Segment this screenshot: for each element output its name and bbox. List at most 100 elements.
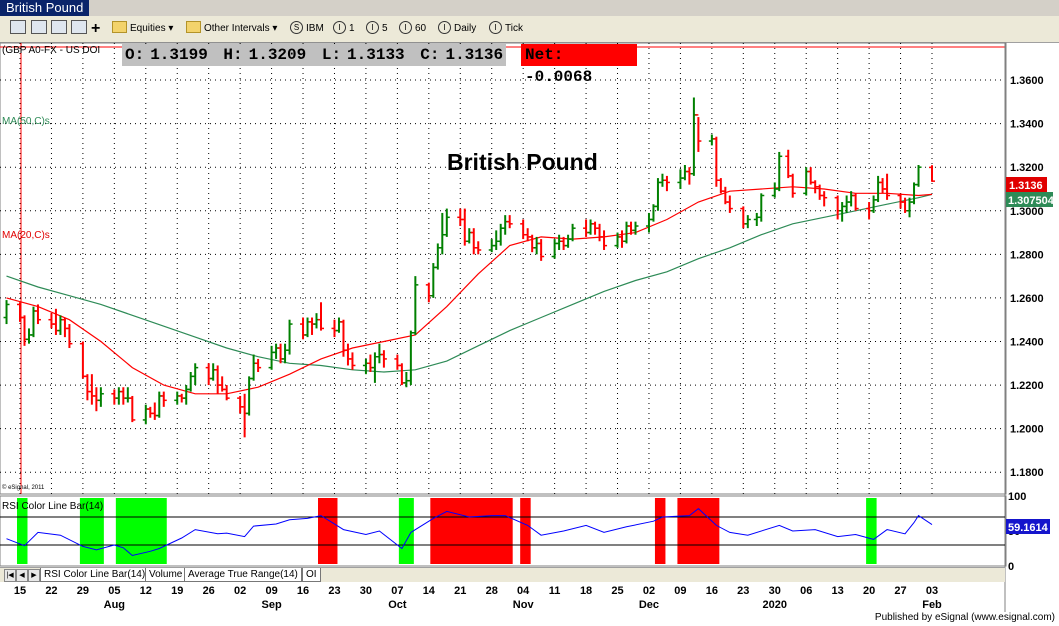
x-tick-label: 09	[674, 585, 686, 597]
layout-icon[interactable]	[31, 20, 47, 37]
x-tick-label: 23	[328, 585, 340, 597]
y-tick-label: 1.3200	[1010, 162, 1044, 174]
interval-icon: I	[438, 20, 451, 34]
x-tick-label: 05	[108, 585, 120, 597]
month-label: Sep	[261, 599, 281, 611]
ma20-label[interactable]: MA(20,C)s	[2, 230, 50, 241]
toolbar-item-label: 5	[382, 23, 388, 34]
price-pane	[0, 42, 1007, 495]
x-tick-label: 27	[894, 585, 906, 597]
first-tab-button[interactable]: |◀	[4, 569, 16, 582]
low-label: L:	[321, 46, 342, 64]
rsi-label[interactable]: RSI Color Line Bar(14)	[2, 501, 104, 512]
rsi-band	[430, 498, 513, 564]
net-value: -0.0068	[525, 68, 593, 86]
x-tick-label: 30	[360, 585, 372, 597]
folder-icon	[112, 21, 127, 34]
footer-credit: Published by eSignal (www.esignal.com)	[874, 612, 1055, 623]
window-title-bar: British Pound	[0, 0, 1059, 16]
toolbar-item-label: 60	[415, 23, 427, 34]
x-tick-label: 06	[800, 585, 812, 597]
x-tick-label: 02	[643, 585, 655, 597]
ma-value: 1.307504	[1008, 195, 1055, 207]
ohlc-bar	[66, 324, 73, 349]
tab-oi[interactable]: OI	[302, 568, 321, 582]
pane-tab-bar: |◀ ◀ ▶ RSI Color Line Bar(14) Volume Ave…	[0, 567, 1005, 582]
symbols-dropdown-label: Equities	[130, 23, 166, 34]
x-tick-label: 26	[203, 585, 215, 597]
x-tick-label: 21	[454, 585, 466, 597]
ohlc-bar	[663, 175, 670, 192]
y-tick-label: 1.2800	[1010, 249, 1044, 261]
properties-icon[interactable]	[71, 20, 87, 37]
y-tick-label: 1.2400	[1010, 336, 1044, 348]
tab-rsi[interactable]: RSI Color Line Bar(14)	[40, 568, 150, 582]
prev-tab-button[interactable]: ◀	[16, 569, 28, 582]
ohlc-bar	[3, 300, 10, 325]
ohlc-bar	[255, 358, 262, 372]
ohlc-bar	[821, 191, 828, 207]
toolbar-item-label: Daily	[454, 23, 477, 34]
high-label: H:	[223, 46, 243, 64]
tab-volume[interactable]: Volume	[145, 568, 187, 582]
symbol-icon: S	[290, 20, 303, 34]
interval-tick-button[interactable]: I Tick	[489, 20, 523, 37]
month-label: Feb	[922, 599, 942, 611]
x-tick-label: 22	[45, 585, 57, 597]
rsi-band	[520, 498, 531, 564]
x-tick-label: 13	[832, 585, 844, 597]
ohlc-bar	[758, 193, 765, 222]
ohlc-bar	[412, 276, 419, 335]
intervals-dropdown-label: Other Intervals	[204, 23, 270, 34]
ma50-label[interactable]: MA(50,C)s	[2, 116, 50, 127]
quote-box: O: 1.3199 H: 1.3209 L: 1.3133 C: 1.3136	[122, 44, 507, 66]
tab-atr[interactable]: Average True Range(14)	[184, 568, 302, 582]
high-value: 1.3209	[248, 46, 307, 64]
rsi-band	[677, 498, 720, 564]
ohlc-bar	[160, 391, 167, 407]
ohlc-bar	[929, 165, 935, 182]
toolbar-symbol-ibm[interactable]: S IBM	[290, 20, 324, 37]
interval-60-button[interactable]: I 60	[399, 20, 427, 37]
open-label: O:	[125, 46, 145, 64]
window-icon[interactable]	[51, 20, 67, 37]
chart-type-icon[interactable]	[10, 20, 26, 37]
rsi-line	[6, 507, 933, 557]
ohlc-bar	[789, 173, 796, 198]
add-icon[interactable]: +	[91, 20, 101, 37]
last-price-value: 1.3136	[1009, 180, 1043, 192]
window-title[interactable]: British Pound	[0, 0, 90, 16]
month-label: Dec	[639, 599, 659, 611]
ohlc-bar	[915, 165, 922, 187]
y-tick-label: 1.3600	[1010, 75, 1044, 87]
y-tick-label: 1.1800	[1010, 467, 1044, 479]
folder-icon	[186, 21, 201, 34]
x-tick-label: 28	[486, 585, 498, 597]
month-label: 2020	[763, 599, 787, 611]
ohlc-bar	[475, 241, 482, 255]
ohlc-bar	[380, 350, 387, 368]
intervals-dropdown[interactable]: Other Intervals ▾	[186, 21, 277, 37]
close-value: 1.3136	[445, 46, 504, 64]
ma50-series	[6, 193, 933, 373]
month-label: Nov	[513, 599, 535, 611]
x-tick-label: 11	[549, 585, 561, 597]
symbols-dropdown[interactable]: Equities ▾	[112, 21, 173, 37]
ohlc-bar	[695, 114, 702, 152]
ohlc-bar	[538, 239, 545, 261]
next-tab-button[interactable]: ▶	[28, 569, 40, 582]
rsi-band	[866, 498, 877, 564]
x-axis-ticks: 15 22 29 05 12 19 26 02 09 16 23 30 07 14 21 28 04 11 18 25…	[14, 585, 938, 597]
interval-daily-button[interactable]: I Daily	[438, 20, 477, 37]
ohlc-bar	[726, 195, 733, 213]
rsi-band	[654, 498, 666, 564]
rsi-tick-label: 0	[1008, 561, 1014, 573]
symbol-label[interactable]: (GBP A0-FX - US DOI	[2, 45, 101, 56]
y-tick-label: 1.3000	[1010, 206, 1044, 218]
x-tick-label: 16	[706, 585, 718, 597]
toolbar-item-label: 1	[349, 23, 355, 34]
ohlc-bar	[129, 395, 136, 423]
